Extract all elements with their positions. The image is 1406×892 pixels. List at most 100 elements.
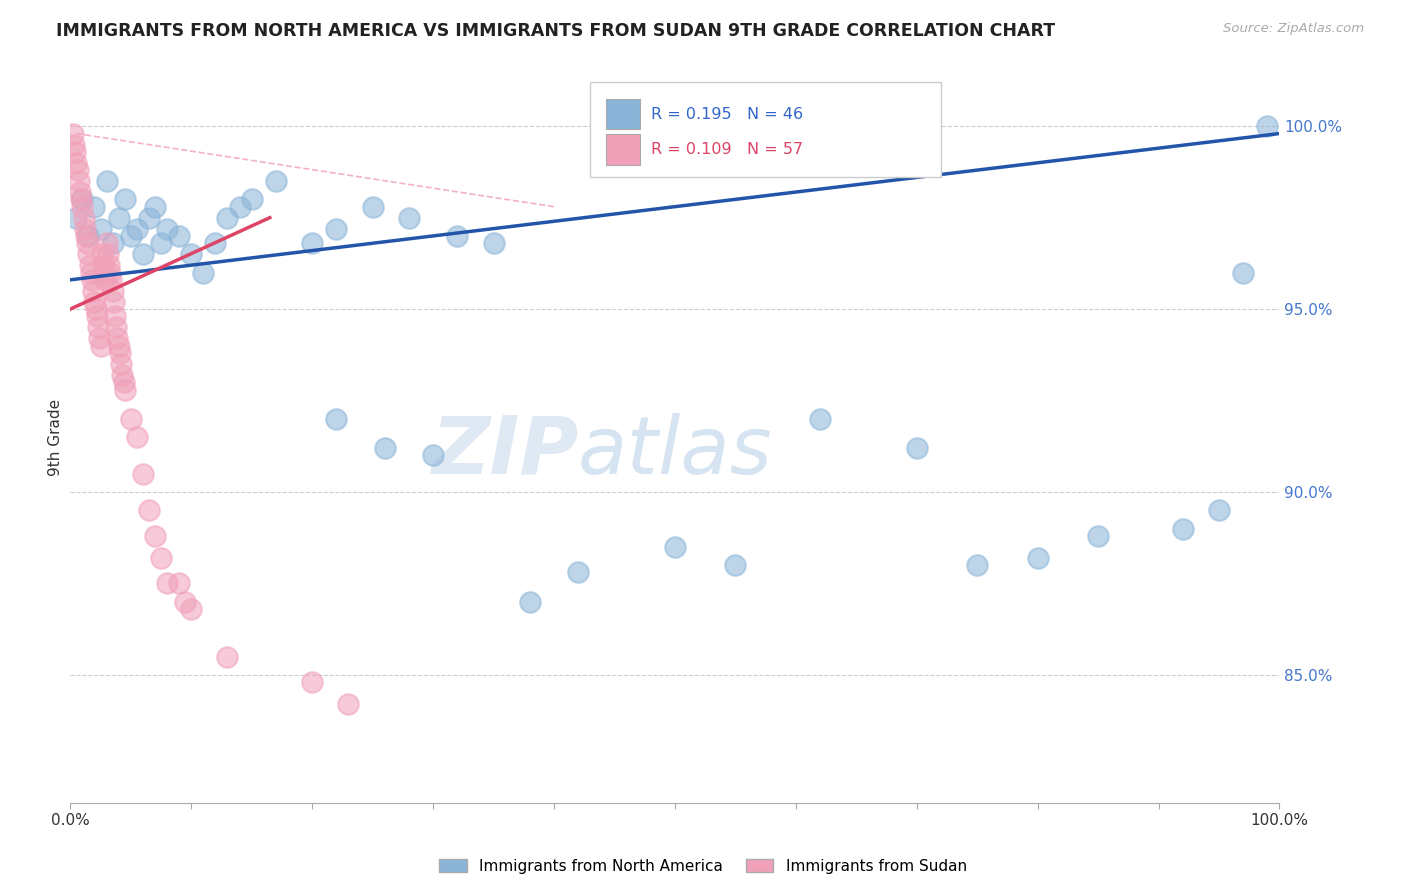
Point <box>98 258 121 272</box>
Point <box>104 310 127 324</box>
FancyBboxPatch shape <box>606 134 640 164</box>
Point <box>84 301 107 317</box>
Point <box>100 273 122 287</box>
Point <box>111 368 134 382</box>
Point <box>90 247 112 261</box>
Point <box>97 247 120 261</box>
Text: R = 0.195   N = 46: R = 0.195 N = 46 <box>651 106 803 121</box>
Point <box>94 273 117 287</box>
Point <box>217 649 239 664</box>
Point <box>82 284 104 298</box>
Point <box>107 339 129 353</box>
Point <box>180 602 202 616</box>
Point <box>422 448 444 462</box>
Point <box>167 228 190 243</box>
Point <box>101 236 124 251</box>
Point <box>150 236 172 251</box>
Point <box>80 265 103 279</box>
Point <box>77 228 100 243</box>
Point <box>72 211 94 225</box>
Point <box>301 236 323 251</box>
Point <box>132 467 155 481</box>
Point <box>72 200 94 214</box>
Point <box>204 236 226 251</box>
Point <box>1171 521 1194 535</box>
Point <box>83 294 105 309</box>
FancyBboxPatch shape <box>591 82 941 178</box>
Point <box>519 594 541 608</box>
Point <box>1256 119 1278 133</box>
Point <box>966 558 988 573</box>
Point <box>1026 550 1049 565</box>
Point <box>77 247 100 261</box>
Point <box>120 228 142 243</box>
Point <box>107 331 129 345</box>
Point <box>325 411 347 425</box>
Point <box>107 211 129 225</box>
Point <box>138 211 160 225</box>
Point <box>167 576 190 591</box>
Point <box>98 265 121 279</box>
Point <box>114 193 136 207</box>
Point <box>91 265 114 279</box>
Point <box>337 697 360 711</box>
Point <box>69 185 91 199</box>
Point <box>93 258 115 272</box>
Point <box>67 174 90 188</box>
Point <box>105 320 128 334</box>
Point <box>808 411 831 425</box>
Point <box>301 675 323 690</box>
Point <box>132 247 155 261</box>
Point <box>156 221 179 235</box>
FancyBboxPatch shape <box>606 99 640 129</box>
Text: R = 0.109   N = 57: R = 0.109 N = 57 <box>651 142 803 157</box>
Point <box>120 411 142 425</box>
Point <box>63 145 86 159</box>
Point <box>90 339 111 353</box>
Point <box>905 441 928 455</box>
Point <box>65 211 87 225</box>
Point <box>103 294 125 309</box>
Point <box>125 430 148 444</box>
Point <box>482 236 505 251</box>
Point <box>79 258 101 272</box>
Point <box>228 200 250 214</box>
Point <box>76 236 98 251</box>
Point <box>664 540 686 554</box>
Point <box>240 193 263 207</box>
Point <box>65 155 87 169</box>
Point <box>180 247 202 261</box>
Legend: Immigrants from North America, Immigrants from Sudan: Immigrants from North America, Immigrant… <box>433 853 973 880</box>
Text: atlas: atlas <box>578 413 773 491</box>
Point <box>446 228 468 243</box>
Point <box>361 200 384 214</box>
Point <box>150 550 172 565</box>
Point <box>174 594 197 608</box>
Point <box>66 163 89 178</box>
Point <box>72 193 94 207</box>
Point <box>143 529 166 543</box>
Point <box>1208 503 1230 517</box>
Point <box>143 200 166 214</box>
Point <box>63 137 86 152</box>
Text: IMMIGRANTS FROM NORTH AMERICA VS IMMIGRANTS FROM SUDAN 9TH GRADE CORRELATION CHA: IMMIGRANTS FROM NORTH AMERICA VS IMMIGRA… <box>56 22 1056 40</box>
Point <box>96 174 118 188</box>
Point <box>193 265 215 279</box>
Y-axis label: 9th Grade: 9th Grade <box>48 399 63 475</box>
Point <box>138 503 160 517</box>
Point <box>96 236 118 251</box>
Point <box>374 441 396 455</box>
Point <box>1087 529 1109 543</box>
Point <box>398 211 420 225</box>
Point <box>80 273 103 287</box>
Point <box>87 320 110 334</box>
Point <box>83 200 105 214</box>
Text: Source: ZipAtlas.com: Source: ZipAtlas.com <box>1223 22 1364 36</box>
Point <box>217 211 239 225</box>
Point <box>125 221 148 235</box>
Point <box>73 221 96 235</box>
Point <box>90 221 111 235</box>
Point <box>62 127 84 141</box>
Point <box>325 221 347 235</box>
Point <box>264 174 287 188</box>
